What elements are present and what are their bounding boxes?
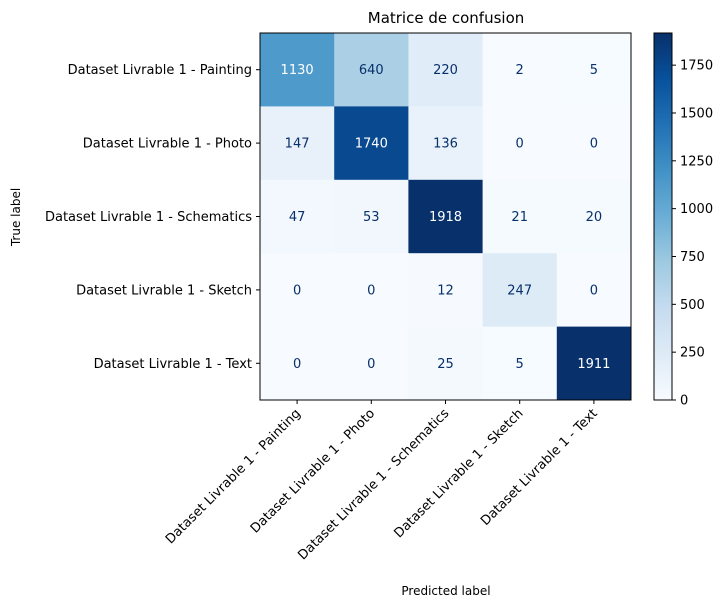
- colorbar: [653, 32, 673, 401]
- colorbar-tick-label: 500: [680, 298, 705, 313]
- colorbar-tick-label: 1000: [680, 202, 713, 217]
- cell-value-label: 47: [289, 210, 306, 225]
- cell-value-label: 21: [511, 210, 528, 225]
- y-tick-label: Dataset Livrable 1 - Sketch: [76, 283, 252, 298]
- cell-value-label: 5: [590, 63, 598, 78]
- y-tick-label: Dataset Livrable 1 - Text: [94, 357, 252, 372]
- heatmap-cell: [408, 106, 484, 181]
- cell-value-label: 147: [285, 137, 310, 152]
- heatmap-cell: [482, 33, 558, 107]
- y-tick-label: Dataset Livrable 1 - Painting: [68, 63, 252, 78]
- cell-value-label: 640: [359, 63, 384, 78]
- heatmap-cell: [260, 253, 335, 328]
- heatmap-cell: [408, 253, 484, 328]
- heatmap-cell: [260, 326, 335, 401]
- heatmap-cell: [334, 33, 409, 107]
- heatmap-cell: [334, 106, 409, 181]
- heatmap-cell: [408, 179, 484, 254]
- x-tick-label: Dataset Livrable 1 - Sketch: [392, 406, 527, 541]
- cell-value-label: 5: [516, 357, 524, 372]
- heatmap-cell: [408, 326, 484, 401]
- heatmap-cell: [556, 253, 632, 328]
- cell-value-label: 0: [367, 283, 375, 298]
- heatmap-cell: [260, 179, 335, 254]
- cell-value-label: 0: [590, 283, 598, 298]
- heatmap-cell: [482, 179, 558, 254]
- x-tick-label: Dataset Livrable 1 - Painting: [163, 406, 304, 547]
- heatmap-cell: [260, 33, 335, 107]
- heatmap-cell: [334, 253, 409, 328]
- colorbar-tick-label: 1750: [680, 59, 713, 74]
- colorbar-tick-label: 750: [680, 250, 705, 265]
- cell-value-label: 220: [433, 63, 458, 78]
- colorbar-tick-label: 1250: [680, 154, 713, 169]
- heatmap-cell: [556, 33, 632, 107]
- cell-value-label: 247: [507, 283, 532, 298]
- y-tick-labels: Dataset Livrable 1 - Painting Dataset Liv…: [45, 63, 260, 372]
- chart-title: Matrice de confusion: [368, 9, 525, 27]
- cell-value-label: 0: [367, 357, 375, 372]
- y-tick-label: Dataset Livrable 1 - Photo: [83, 137, 252, 152]
- cell-value-label: 20: [586, 210, 603, 225]
- heatmap-cell: [260, 106, 335, 181]
- cell-value-label: 12: [437, 283, 454, 298]
- cell-value-label: 25: [437, 357, 454, 372]
- heatmap-cell: [334, 326, 409, 401]
- cell-value-label: 0: [516, 137, 524, 152]
- y-axis-label: True label: [9, 188, 23, 247]
- heatmap-cell: [334, 179, 409, 254]
- heatmap-cell: [482, 326, 558, 401]
- heatmap-cell: [482, 253, 558, 328]
- heatmap-cell: [556, 326, 632, 401]
- colorbar-tick-label: 0: [680, 394, 688, 409]
- heatmap-cell: [556, 106, 632, 181]
- cell-value-label: 1911: [577, 357, 610, 372]
- cell-value-label: 0: [293, 357, 301, 372]
- cell-value-label: 0: [293, 283, 301, 298]
- cell-value-label: 1918: [429, 210, 462, 225]
- cell-value-label: 136: [433, 137, 458, 152]
- heatmap-cell: [408, 33, 484, 107]
- cell-value-label: 53: [363, 210, 380, 225]
- y-tick-label: Dataset Livrable 1 - Schematics: [45, 210, 252, 225]
- cell-value-label: 2: [516, 63, 524, 78]
- heatmap-cell: [556, 179, 632, 254]
- heatmap-cell: [482, 106, 558, 181]
- cell-value-label: 1130: [281, 63, 314, 78]
- cell-value-label: 1740: [355, 137, 388, 152]
- x-tick-label: Dataset Livrable 1 - Photo: [248, 406, 378, 536]
- x-tick-label: Dataset Livrable 1 - Schematics: [295, 406, 452, 563]
- colorbar-tick-label: 1500: [680, 106, 713, 121]
- cell-value-label: 0: [590, 137, 598, 152]
- colorbar-tick-labels: 0 250 500 750 1000 1250 1500 1750: [672, 59, 713, 409]
- colorbar-tick-label: 250: [680, 346, 705, 361]
- heatmap-cells: [260, 33, 632, 401]
- x-axis-label: Predicted label: [401, 584, 490, 598]
